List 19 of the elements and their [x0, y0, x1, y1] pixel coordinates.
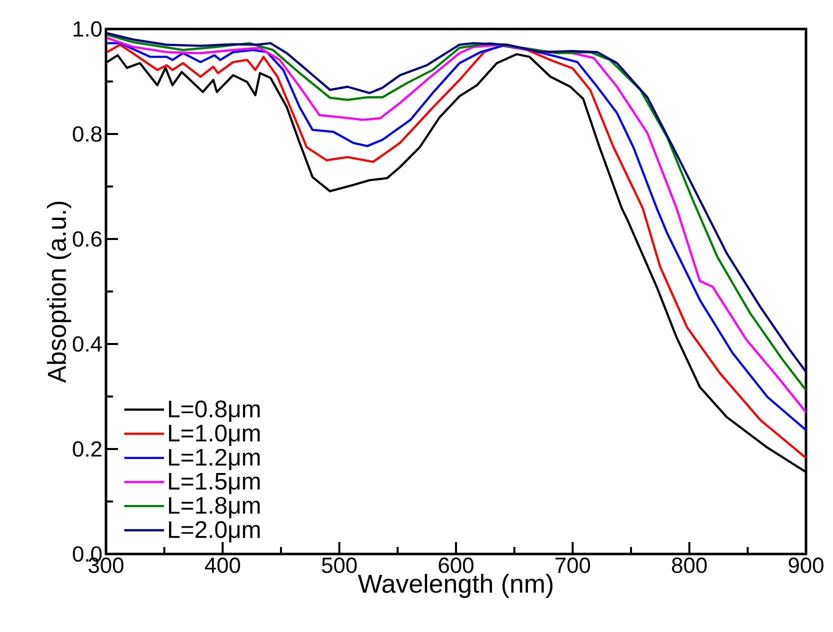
x-tick-label: 900 — [788, 558, 824, 574]
x-tick-label: 400 — [204, 558, 240, 574]
legend-label: L=1.0μm — [169, 424, 260, 446]
x-axis-title: Wavelength (nm) — [358, 574, 552, 598]
y-axis-title: Absoption (a.u.) — [47, 202, 72, 383]
y-tick-label: 0.4 — [72, 336, 102, 352]
legend-label: L=1.2μm — [169, 448, 260, 470]
legend-label: L=1.5μm — [169, 473, 260, 494]
y-tick-label: 0.8 — [72, 126, 102, 142]
x-tick-label: 700 — [556, 558, 590, 574]
x-tick-label: 800 — [672, 558, 707, 574]
x-tick-label: 600 — [438, 558, 474, 574]
legend-label: L=1.8μm — [169, 496, 260, 518]
legend-label: L=0.8μm — [169, 400, 260, 422]
y-tick-label: 0.6 — [72, 231, 102, 247]
legend-label: L=2.0μm — [169, 521, 260, 542]
y-tick-label: 0.2 — [72, 441, 102, 457]
x-tick-label: 500 — [322, 558, 357, 574]
y-tick-label: 1.0 — [74, 21, 102, 37]
